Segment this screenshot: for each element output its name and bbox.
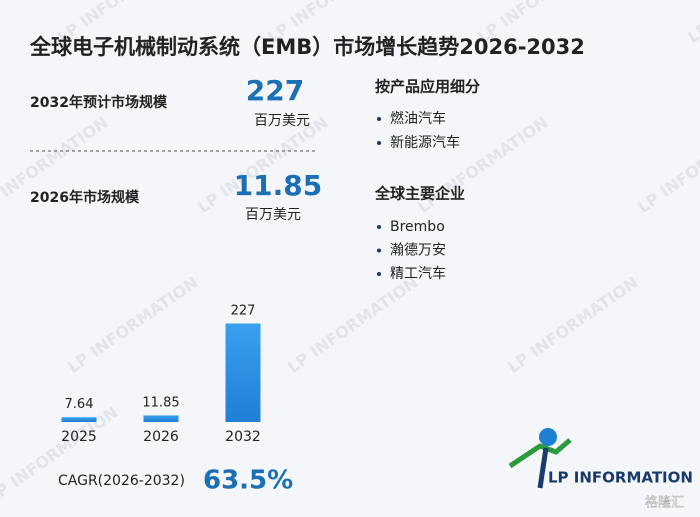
title: 全球电子机械制动系统（EMB）市场增长趋势2026-2032 bbox=[29, 35, 585, 59]
bullet bbox=[377, 141, 381, 145]
value-label: 7.64 bbox=[65, 397, 94, 412]
bullet bbox=[377, 272, 381, 276]
x-tick-label: 2025 bbox=[61, 429, 97, 445]
source-watermark: 格隆汇 bbox=[645, 495, 684, 511]
list-item: 瀚德万安 bbox=[390, 243, 446, 259]
section-heading: 全球主要企业 bbox=[374, 185, 465, 203]
bar bbox=[61, 417, 97, 422]
cagr-value: 63.5% bbox=[203, 466, 293, 496]
stat-value: 11.85 bbox=[234, 169, 323, 202]
bullet bbox=[377, 117, 381, 121]
bullet bbox=[377, 248, 381, 253]
logo-text: LP INFORMATION bbox=[548, 469, 693, 487]
stat-label: 2026年市场规模 bbox=[30, 189, 140, 206]
section-heading: 按产品应用细分 bbox=[375, 78, 480, 96]
bar bbox=[143, 415, 179, 422]
bullet bbox=[377, 225, 381, 229]
value-label: 227 bbox=[231, 304, 256, 319]
stat-unit: 百万美元 bbox=[254, 113, 310, 129]
list-item: 燃油汽车 bbox=[390, 110, 446, 127]
cagr-label: CAGR(2026-2032) bbox=[58, 473, 185, 489]
stat-label: 2032年预计市场规模 bbox=[30, 94, 168, 111]
x-tick-label: 2032 bbox=[225, 429, 261, 445]
list-item: 新能源汽车 bbox=[390, 134, 460, 151]
x-tick-label: 2026 bbox=[143, 429, 179, 445]
stat-value: 227 bbox=[246, 74, 304, 107]
list-item: Brembo bbox=[390, 219, 445, 235]
stat-unit: 百万美元 bbox=[245, 207, 301, 223]
value-label: 11.85 bbox=[142, 395, 179, 410]
logo-icon bbox=[508, 428, 572, 489]
list-item: 精工汽车 bbox=[390, 265, 446, 282]
bar bbox=[225, 323, 261, 422]
